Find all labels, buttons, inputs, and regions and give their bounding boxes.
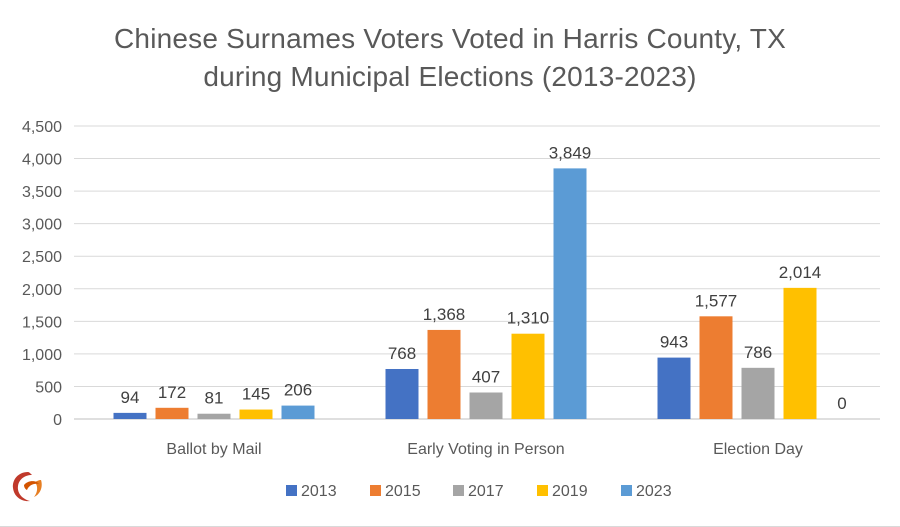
bar-2019-1 [511, 333, 545, 419]
legend-swatch-2015 [370, 485, 381, 496]
legend-label: 2023 [636, 483, 672, 500]
gridlines [74, 125, 880, 420]
data-label: 943 [660, 333, 688, 352]
legend-swatch-2023 [621, 485, 632, 496]
x-category-label: Early Voting in Person [407, 441, 564, 458]
legend: 2013 2015 2017 2019 2023 [286, 483, 672, 500]
data-label: 206 [284, 381, 312, 400]
bar-2015-2 [699, 316, 733, 419]
legend-label: 2015 [385, 483, 421, 500]
y-tick-label: 500 [35, 379, 62, 396]
legend-label: 2013 [301, 483, 337, 500]
data-label: 145 [242, 385, 270, 404]
chart-title-line-2: during Municipal Elections (2013-2023) [203, 61, 697, 92]
y-tick-label: 4,500 [22, 119, 62, 136]
data-label: 407 [472, 367, 500, 386]
y-tick-label: 2,500 [22, 249, 62, 266]
data-label: 2,014 [779, 263, 822, 282]
y-axis: 0 500 1,000 1,500 2,000 2,500 3,000 3,500 4,000 4… [22, 119, 62, 429]
legend-swatch-2017 [453, 485, 464, 496]
x-category-label: Ballot by Mail [166, 441, 261, 458]
data-labels: 94 768 943 172 1,368 1,577 81 407 786 145 1,310 2,0… [121, 143, 847, 413]
red-swirl-logo [12, 472, 42, 502]
y-tick-label: 3,500 [22, 184, 62, 201]
y-tick-label: 2,000 [22, 282, 62, 299]
bar-2023-1 [553, 168, 587, 419]
chart-title-line-1: Chinese Surnames Voters Voted in Harris … [114, 23, 786, 54]
legend-label: 2017 [468, 483, 504, 500]
bar-2019-0 [239, 409, 273, 419]
bars [113, 168, 817, 419]
data-label: 1,368 [423, 305, 466, 324]
data-label: 172 [158, 383, 186, 402]
data-label: 1,577 [695, 291, 738, 310]
bar-2023-0 [281, 405, 315, 419]
legend-swatch-2013 [286, 485, 297, 496]
data-label: 0 [837, 394, 846, 413]
y-tick-label: 3,000 [22, 217, 62, 234]
data-label: 3,849 [549, 143, 592, 162]
data-label: 768 [388, 344, 416, 363]
bar-2017-2 [741, 367, 775, 419]
data-label: 81 [205, 389, 224, 408]
y-tick-label: 1,500 [22, 314, 62, 331]
data-label: 94 [121, 388, 140, 407]
bar-2015-0 [155, 407, 189, 419]
bar-2013-2 [657, 357, 691, 419]
bar-2015-1 [427, 329, 461, 419]
y-tick-label: 1,000 [22, 347, 62, 364]
bar-2013-1 [385, 368, 419, 419]
x-axis: Ballot by Mail Early Voting in Person Elec… [166, 441, 802, 458]
data-label: 1,310 [507, 309, 550, 328]
bar-2019-2 [783, 287, 817, 419]
legend-swatch-2019 [537, 485, 548, 496]
x-category-label: Election Day [713, 441, 803, 458]
y-tick-label: 0 [53, 412, 62, 429]
data-label: 786 [744, 343, 772, 362]
chart-title: Chinese Surnames Voters Voted in Harris … [0, 20, 900, 96]
bar-2017-0 [197, 413, 231, 419]
bar-2013-0 [113, 412, 147, 419]
y-tick-label: 4,000 [22, 152, 62, 169]
legend-label: 2019 [552, 483, 588, 500]
bar-2017-1 [469, 392, 503, 419]
